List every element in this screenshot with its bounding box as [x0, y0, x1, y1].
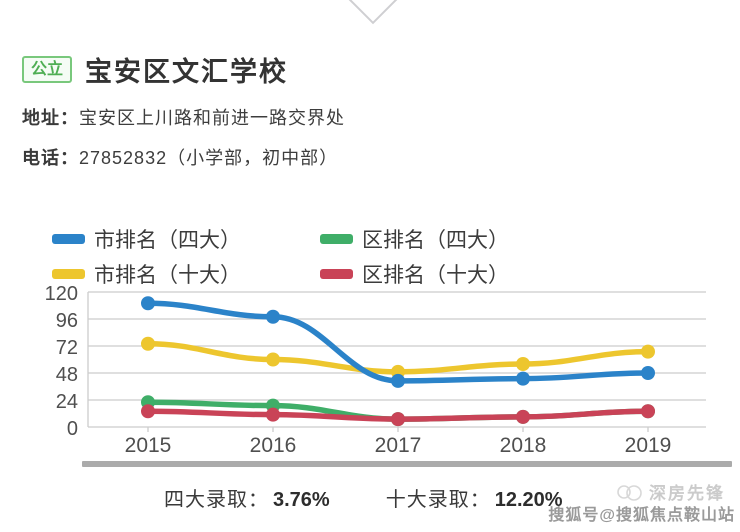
- watermark-logo-icon: [617, 484, 642, 501]
- address-row: 地址：宝安区上川路和前进一路交界处: [22, 104, 345, 130]
- legend-label: 区排名（四大）: [362, 229, 509, 252]
- watermark-brand-text: 深房先锋: [649, 484, 725, 503]
- svg-text:2019: 2019: [625, 434, 672, 457]
- four-major-admission: 四大录取： 3.76%: [164, 483, 330, 512]
- data-point: [516, 371, 530, 386]
- data-point: [516, 409, 530, 424]
- collapse-chevron-icon[interactable]: [344, 0, 402, 25]
- public-school-badge: 公立: [22, 55, 73, 84]
- svg-text:120: 120: [45, 285, 78, 305]
- legend-label: 市排名（十大）: [94, 264, 241, 287]
- legend-label: 市排名（四大）: [94, 229, 241, 252]
- address-value: 宝安区上川路和前进一路交界处: [79, 108, 345, 128]
- admission-stats: 四大录取： 3.76% 十大录取： 12.20%: [164, 483, 563, 512]
- svg-text:2017: 2017: [375, 434, 422, 457]
- address-label: 地址：: [22, 108, 79, 128]
- svg-text:2018: 2018: [500, 434, 547, 457]
- ranking-line-chart: 0 24 48 72 96 120 2015 2016 2017 2018 2019: [45, 285, 706, 457]
- legend-label: 区排名（十大）: [362, 264, 509, 287]
- four-major-value: 3.76%: [273, 489, 330, 511]
- phone-value: 27852832（小学部，初中部）: [79, 148, 339, 168]
- data-point: [141, 296, 155, 311]
- data-point: [641, 366, 655, 380]
- data-point: [391, 373, 405, 388]
- svg-text:2015: 2015: [125, 434, 172, 457]
- data-point: [266, 407, 280, 422]
- data-point: [641, 344, 655, 359]
- legend-swatch: [52, 269, 85, 279]
- phone-row: 电话：27852832（小学部，初中部）: [22, 144, 338, 170]
- chart-legend: 市排名（四大） 区排名（四大） 市排名（十大） 区排名（十大）: [52, 224, 509, 289]
- svg-text:2016: 2016: [250, 434, 297, 457]
- data-point: [516, 357, 530, 371]
- data-point: [266, 352, 280, 367]
- legend-item[interactable]: 区排名（四大）: [320, 224, 509, 254]
- legend-item[interactable]: 市排名（四大）: [52, 224, 320, 254]
- ten-major-admission: 十大录取： 12.20%: [386, 483, 563, 512]
- data-point: [141, 404, 155, 419]
- data-point: [141, 336, 155, 351]
- legend-swatch: [52, 234, 85, 244]
- ten-major-label: 十大录取：: [385, 489, 491, 511]
- svg-text:0: 0: [67, 418, 78, 440]
- svg-text:96: 96: [56, 310, 78, 332]
- watermark-account: 搜狐号@搜狐焦点鞍山站: [548, 507, 735, 524]
- data-point: [266, 309, 280, 324]
- legend-swatch: [320, 234, 353, 244]
- svg-text:72: 72: [56, 337, 78, 359]
- phone-label: 电话：: [22, 148, 79, 168]
- data-point: [391, 412, 405, 427]
- svg-text:24: 24: [56, 391, 78, 413]
- watermark-brand: 深房先锋: [617, 479, 725, 504]
- data-point: [641, 404, 655, 419]
- svg-text:48: 48: [56, 364, 78, 386]
- header: 公立 宝安区文汇学校: [22, 50, 288, 89]
- legend-item[interactable]: 市排名（十大）: [52, 259, 320, 289]
- legend-item[interactable]: 区排名（十大）: [320, 259, 509, 289]
- legend-swatch: [320, 269, 353, 279]
- divider-bar: [82, 461, 732, 467]
- ten-major-value: 12.20%: [494, 489, 563, 511]
- school-title: 宝安区文汇学校: [85, 57, 289, 87]
- four-major-label: 四大录取：: [164, 489, 269, 511]
